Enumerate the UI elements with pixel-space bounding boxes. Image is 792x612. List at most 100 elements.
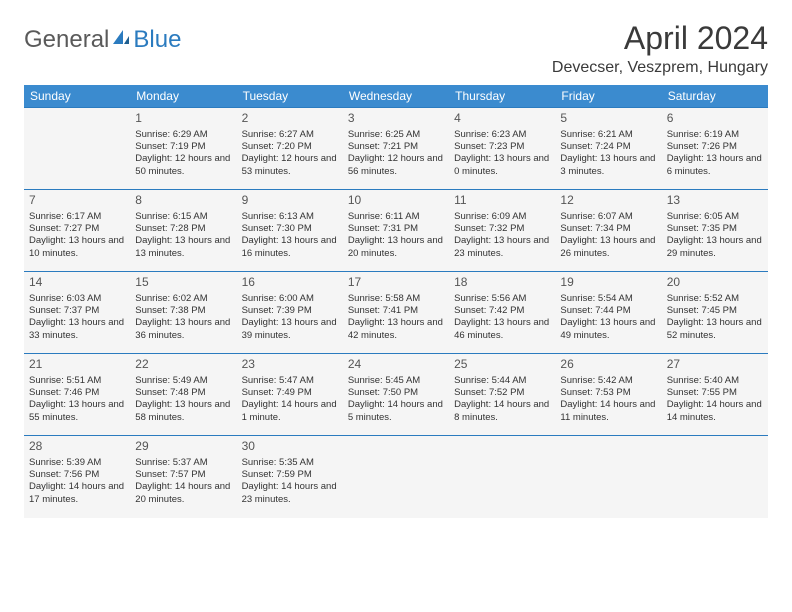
day-cell: 11Sunrise: 6:09 AMSunset: 7:32 PMDayligh… (449, 190, 555, 272)
day-number: 26 (560, 357, 656, 373)
day-number: 1 (135, 111, 231, 127)
sunrise-text: Sunrise: 5:51 AM (29, 375, 125, 387)
day-number: 16 (242, 275, 338, 291)
day-cell: 7 Sunrise: 6:17 AMSunset: 7:27 PMDaylight… (24, 190, 130, 272)
sunset-text: Sunset: 7:23 PM (454, 141, 550, 153)
sunset-text: Sunset: 7:20 PM (242, 141, 338, 153)
sunrise-text: Sunrise: 5:45 AM (348, 375, 444, 387)
sunset-text: Sunset: 7:38 PM (135, 305, 231, 317)
sunset-text: Sunset: 7:19 PM (135, 141, 231, 153)
day-cell: 26Sunrise: 5:42 AMSunset: 7:53 PMDayligh… (555, 354, 661, 436)
empty-cell (24, 108, 130, 190)
empty-cell (343, 436, 449, 518)
daylight-text: Daylight: 14 hours and 23 minutes. (242, 481, 338, 506)
day-number: 19 (560, 275, 656, 291)
logo: General Blue (24, 20, 181, 54)
day-number: 25 (454, 357, 550, 373)
sunset-text: Sunset: 7:50 PM (348, 387, 444, 399)
daylight-text: Daylight: 13 hours and 49 minutes. (560, 317, 656, 342)
day-number: 3 (348, 111, 444, 127)
day-cell: 6Sunrise: 6:19 AMSunset: 7:26 PMDaylight… (662, 108, 768, 190)
week-row: 1Sunrise: 6:29 AMSunset: 7:19 PMDaylight… (24, 108, 768, 190)
sunrise-text: Sunrise: 6:13 AM (242, 211, 338, 223)
daylight-text: Daylight: 13 hours and 52 minutes. (667, 317, 763, 342)
sunset-text: Sunset: 7:27 PM (29, 223, 125, 235)
daylight-text: Daylight: 13 hours and 29 minutes. (667, 235, 763, 260)
empty-cell (449, 436, 555, 518)
sunset-text: Sunset: 7:37 PM (29, 305, 125, 317)
daylight-text: Daylight: 12 hours and 50 minutes. (135, 153, 231, 178)
sunset-text: Sunset: 7:45 PM (667, 305, 763, 317)
sunrise-text: Sunrise: 6:27 AM (242, 129, 338, 141)
sunset-text: Sunset: 7:41 PM (348, 305, 444, 317)
calendar-table: SundayMondayTuesdayWednesdayThursdayFrid… (24, 85, 768, 518)
daylight-text: Daylight: 14 hours and 5 minutes. (348, 399, 444, 424)
day-cell: 30Sunrise: 5:35 AMSunset: 7:59 PMDayligh… (237, 436, 343, 518)
day-cell: 25Sunrise: 5:44 AMSunset: 7:52 PMDayligh… (449, 354, 555, 436)
day-cell: 5Sunrise: 6:21 AMSunset: 7:24 PMDaylight… (555, 108, 661, 190)
sunset-text: Sunset: 7:34 PM (560, 223, 656, 235)
sunrise-text: Sunrise: 6:03 AM (29, 293, 125, 305)
sunset-text: Sunset: 7:42 PM (454, 305, 550, 317)
sunset-text: Sunset: 7:56 PM (29, 469, 125, 481)
sunrise-text: Sunrise: 5:42 AM (560, 375, 656, 387)
daylight-text: Daylight: 14 hours and 8 minutes. (454, 399, 550, 424)
day-cell: 28Sunrise: 5:39 AMSunset: 7:56 PMDayligh… (24, 436, 130, 518)
day-cell: 10Sunrise: 6:11 AMSunset: 7:31 PMDayligh… (343, 190, 449, 272)
day-cell: 18Sunrise: 5:56 AMSunset: 7:42 PMDayligh… (449, 272, 555, 354)
day-number: 24 (348, 357, 444, 373)
weekday-wednesday: Wednesday (343, 85, 449, 108)
daylight-text: Daylight: 13 hours and 26 minutes. (560, 235, 656, 260)
day-number: 7 (29, 193, 125, 209)
day-number: 18 (454, 275, 550, 291)
sunrise-text: Sunrise: 5:40 AM (667, 375, 763, 387)
weekday-sunday: Sunday (24, 85, 130, 108)
sunrise-text: Sunrise: 6:25 AM (348, 129, 444, 141)
empty-cell (662, 436, 768, 518)
day-number: 13 (667, 193, 763, 209)
day-number: 29 (135, 439, 231, 455)
daylight-text: Daylight: 13 hours and 39 minutes. (242, 317, 338, 342)
sunset-text: Sunset: 7:39 PM (242, 305, 338, 317)
daylight-text: Daylight: 13 hours and 10 minutes. (29, 235, 125, 260)
daylight-text: Daylight: 14 hours and 14 minutes. (667, 399, 763, 424)
week-row: 7Sunrise: 6:17 AMSunset: 7:27 PMDaylight… (24, 190, 768, 272)
day-cell: 4 Sunrise: 6:23 AMSunset: 7:23 PMDaylight… (449, 108, 555, 190)
sunrise-text: Sunrise: 6:21 AM (560, 129, 656, 141)
day-number: 27 (667, 357, 763, 373)
sunrise-text: Sunrise: 6:09 AM (454, 211, 550, 223)
sunset-text: Sunset: 7:26 PM (667, 141, 763, 153)
day-cell: 17Sunrise: 5:58 AMSunset: 7:41 PMDayligh… (343, 272, 449, 354)
logo-text-blue: Blue (133, 29, 181, 51)
sunset-text: Sunset: 7:46 PM (29, 387, 125, 399)
day-cell: 20Sunrise: 5:52 AMSunset: 7:45 PMDayligh… (662, 272, 768, 354)
daylight-text: Daylight: 13 hours and 46 minutes. (454, 317, 550, 342)
day-cell: 22Sunrise: 5:49 AMSunset: 7:48 PMDayligh… (130, 354, 236, 436)
day-cell: 19Sunrise: 5:54 AMSunset: 7:44 PMDayligh… (555, 272, 661, 354)
day-cell: 27Sunrise: 5:40 AMSunset: 7:55 PMDayligh… (662, 354, 768, 436)
sunrise-text: Sunrise: 6:07 AM (560, 211, 656, 223)
day-number: 9 (242, 193, 338, 209)
daylight-text: Daylight: 13 hours and 36 minutes. (135, 317, 231, 342)
daylight-text: Daylight: 13 hours and 33 minutes. (29, 317, 125, 342)
sunrise-text: Sunrise: 5:44 AM (454, 375, 550, 387)
sunset-text: Sunset: 7:30 PM (242, 223, 338, 235)
daylight-text: Daylight: 13 hours and 13 minutes. (135, 235, 231, 260)
day-number: 12 (560, 193, 656, 209)
header: General Blue April 2024 Devecser, Veszpr… (24, 20, 768, 77)
day-cell: 29Sunrise: 5:37 AMSunset: 7:57 PMDayligh… (130, 436, 236, 518)
day-number: 8 (135, 193, 231, 209)
day-number: 4 (454, 111, 550, 127)
day-cell: 9Sunrise: 6:13 AMSunset: 7:30 PMDaylight… (237, 190, 343, 272)
sunrise-text: Sunrise: 6:17 AM (29, 211, 125, 223)
day-cell: 15Sunrise: 6:02 AMSunset: 7:38 PMDayligh… (130, 272, 236, 354)
sunrise-text: Sunrise: 6:05 AM (667, 211, 763, 223)
location: Devecser, Veszprem, Hungary (552, 59, 768, 77)
day-number: 10 (348, 193, 444, 209)
daylight-text: Daylight: 13 hours and 0 minutes. (454, 153, 550, 178)
weekday-friday: Friday (555, 85, 661, 108)
sunrise-text: Sunrise: 6:23 AM (454, 129, 550, 141)
sunrise-text: Sunrise: 6:19 AM (667, 129, 763, 141)
sunset-text: Sunset: 7:32 PM (454, 223, 550, 235)
sunset-text: Sunset: 7:59 PM (242, 469, 338, 481)
